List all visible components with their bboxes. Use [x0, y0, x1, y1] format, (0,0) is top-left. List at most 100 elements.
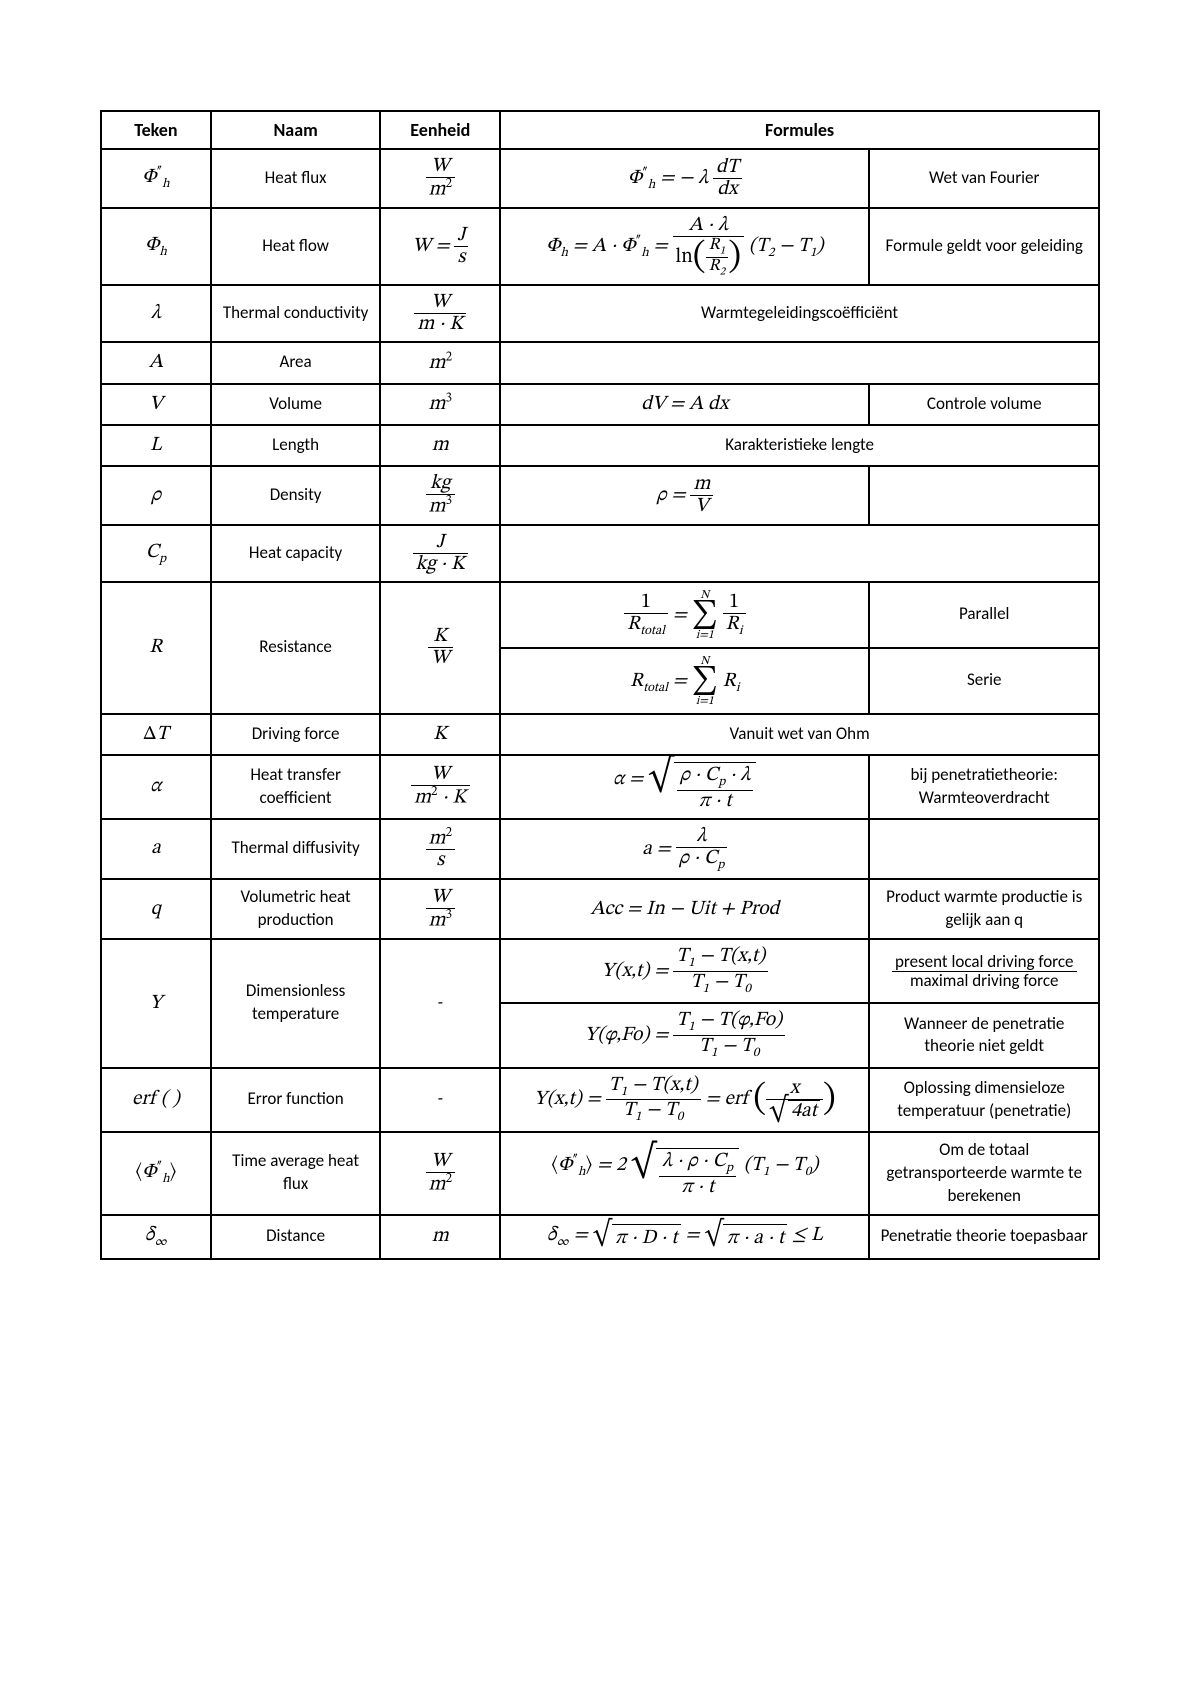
- symbol-cell: δ∞: [101, 1215, 211, 1259]
- name-cell: Driving force: [211, 714, 381, 755]
- name-cell: Length: [211, 425, 381, 466]
- symbol-cell: erf ( ): [101, 1068, 211, 1132]
- formula-cell: Y(φ,Fo) = T1 − T(φ,Fo)T1 − T0: [500, 1003, 869, 1067]
- unit-cell: -: [380, 939, 500, 1068]
- name-cell: Heat capacity: [211, 525, 381, 582]
- unit-cell: Wm2: [380, 1132, 500, 1215]
- unit-cell: kgm3: [380, 466, 500, 525]
- symbol-cell: q: [101, 879, 211, 939]
- unit-cell: m2s: [380, 819, 500, 880]
- table-row: erf ( ) Error function - Y(x,t) = T1 − T…: [101, 1068, 1099, 1132]
- symbol-cell: α: [101, 755, 211, 819]
- symbol-cell: Φ″h: [101, 149, 211, 208]
- formula-table: Teken Naam Eenheid Formules Φ″h Heat flu…: [100, 110, 1100, 1260]
- unit-cell: m: [380, 1215, 500, 1259]
- formula-cell: ρ = mV: [500, 466, 869, 525]
- note-cell: Oplossing dimensieloze temperatuur (pene…: [869, 1068, 1099, 1132]
- unit-cell: Wm2: [380, 149, 500, 208]
- table-row: L Length m Karakteristieke lengte: [101, 425, 1099, 466]
- header-eenheid: Eenheid: [380, 111, 500, 149]
- table-row: a Thermal diffusivity m2s a = λρ · Cp: [101, 819, 1099, 880]
- formula-cell: Rtotal = N∑i=1 Ri: [500, 648, 869, 714]
- note-cell: Parallel: [869, 582, 1099, 648]
- name-cell: Time average heat flux: [211, 1132, 381, 1215]
- name-cell: Resistance: [211, 582, 381, 714]
- name-cell: Heat flow: [211, 208, 381, 285]
- table-row: V Volume m3 dV = A dx Controle volume: [101, 384, 1099, 426]
- table-row: Φ″h Heat flux Wm2 Φ″h = − λ dTdx Wet van…: [101, 149, 1099, 208]
- symbol-cell: ΔT: [101, 714, 211, 755]
- name-cell: Thermal conductivity: [211, 285, 381, 342]
- formula-cell: [500, 342, 1099, 384]
- formula-cell: Acc = In − Uit + Prod: [500, 879, 869, 939]
- note-cell: Product warmte productie is gelijk aan q: [869, 879, 1099, 939]
- name-cell: Heat flux: [211, 149, 381, 208]
- unit-cell: -: [380, 1068, 500, 1132]
- symbol-cell: Φh: [101, 208, 211, 285]
- name-cell: Area: [211, 342, 381, 384]
- symbol-cell: λ: [101, 285, 211, 342]
- note-cell: Wet van Fourier: [869, 149, 1099, 208]
- symbol-cell: ρ: [101, 466, 211, 525]
- name-cell: Volume: [211, 384, 381, 426]
- table-row: λ Thermal conductivity Wm · K Warmtegele…: [101, 285, 1099, 342]
- name-cell: Volumetric heat production: [211, 879, 381, 939]
- note-cell: Penetratie theorie toepasbaar: [869, 1215, 1099, 1259]
- table-row: A Area m2: [101, 342, 1099, 384]
- document-page: Teken Naam Eenheid Formules Φ″h Heat flu…: [0, 0, 1200, 1698]
- note-cell: Karakteristieke lengte: [500, 425, 1099, 466]
- note-cell: [869, 466, 1099, 525]
- table-row: ΔT Driving force K Vanuit wet van Ohm: [101, 714, 1099, 755]
- unit-cell: m3: [380, 384, 500, 426]
- name-cell: Heat transfer coefficient: [211, 755, 381, 819]
- unit-cell: W = Js: [380, 208, 500, 285]
- note-cell: Serie: [869, 648, 1099, 714]
- unit-cell: m2: [380, 342, 500, 384]
- unit-cell: Wm · K: [380, 285, 500, 342]
- symbol-cell: ⟨Φ″h⟩: [101, 1132, 211, 1215]
- symbol-cell: Cp: [101, 525, 211, 582]
- formula-cell: Y(x,t) = T1 − T(x,t)T1 − T0 = erf (x√4at…: [500, 1068, 869, 1132]
- note-cell: Warmtegeleidingscoëfficiënt: [500, 285, 1099, 342]
- formula-cell: α = √ρ · Cp · λπ · t: [500, 755, 869, 819]
- unit-cell: Wm2 · K: [380, 755, 500, 819]
- formula-cell: 1Rtotal = N∑i=1 1Ri: [500, 582, 869, 648]
- name-cell: Thermal diffusivity: [211, 819, 381, 880]
- formula-cell: Y(x,t) = T1 − T(x,t)T1 − T0: [500, 939, 869, 1003]
- note-cell: bij penetratietheorie: Warmteoverdracht: [869, 755, 1099, 819]
- formula-cell: [500, 525, 1099, 582]
- header-naam: Naam: [211, 111, 381, 149]
- symbol-cell: R: [101, 582, 211, 714]
- header-formules: Formules: [500, 111, 1099, 149]
- symbol-cell: A: [101, 342, 211, 384]
- symbol-cell: L: [101, 425, 211, 466]
- symbol-cell: Y: [101, 939, 211, 1068]
- note-cell: Vanuit wet van Ohm: [500, 714, 1099, 755]
- table-row: Φh Heat flow W = Js Φh = A · Φ″h = A · λ…: [101, 208, 1099, 285]
- note-cell: [869, 819, 1099, 880]
- unit-cell: m: [380, 425, 500, 466]
- table-row: ⟨Φ″h⟩ Time average heat flux Wm2 ⟨Φ″h⟩ =…: [101, 1132, 1099, 1215]
- unit-cell: Jkg · K: [380, 525, 500, 582]
- header-teken: Teken: [101, 111, 211, 149]
- unit-cell: K: [380, 714, 500, 755]
- symbol-cell: V: [101, 384, 211, 426]
- formula-cell: Φ″h = − λ dTdx: [500, 149, 869, 208]
- note-cell: Formule geldt voor geleiding: [869, 208, 1099, 285]
- symbol-cell: a: [101, 819, 211, 880]
- table-row: ρ Density kgm3 ρ = mV: [101, 466, 1099, 525]
- formula-cell: a = λρ · Cp: [500, 819, 869, 880]
- formula-cell: δ∞ = √π · D · t = √π · a · t ≤ L: [500, 1215, 869, 1259]
- note-cell: Om de totaal getransporteerde warmte te …: [869, 1132, 1099, 1215]
- name-cell: Distance: [211, 1215, 381, 1259]
- table-row: Cp Heat capacity Jkg · K: [101, 525, 1099, 582]
- table-row: δ∞ Distance m δ∞ = √π · D · t = √π · a ·…: [101, 1215, 1099, 1259]
- table-row: α Heat transfer coefficient Wm2 · K α = …: [101, 755, 1099, 819]
- name-cell: Dimensionless temperature: [211, 939, 381, 1068]
- table-header-row: Teken Naam Eenheid Formules: [101, 111, 1099, 149]
- table-row: Y Dimensionless temperature - Y(x,t) = T…: [101, 939, 1099, 1003]
- unit-cell: Wm3: [380, 879, 500, 939]
- note-cell: present local driving forcemaximal drivi…: [869, 939, 1099, 1003]
- table-row: R Resistance KW 1Rtotal = N∑i=1 1Ri Para…: [101, 582, 1099, 648]
- name-cell: Error function: [211, 1068, 381, 1132]
